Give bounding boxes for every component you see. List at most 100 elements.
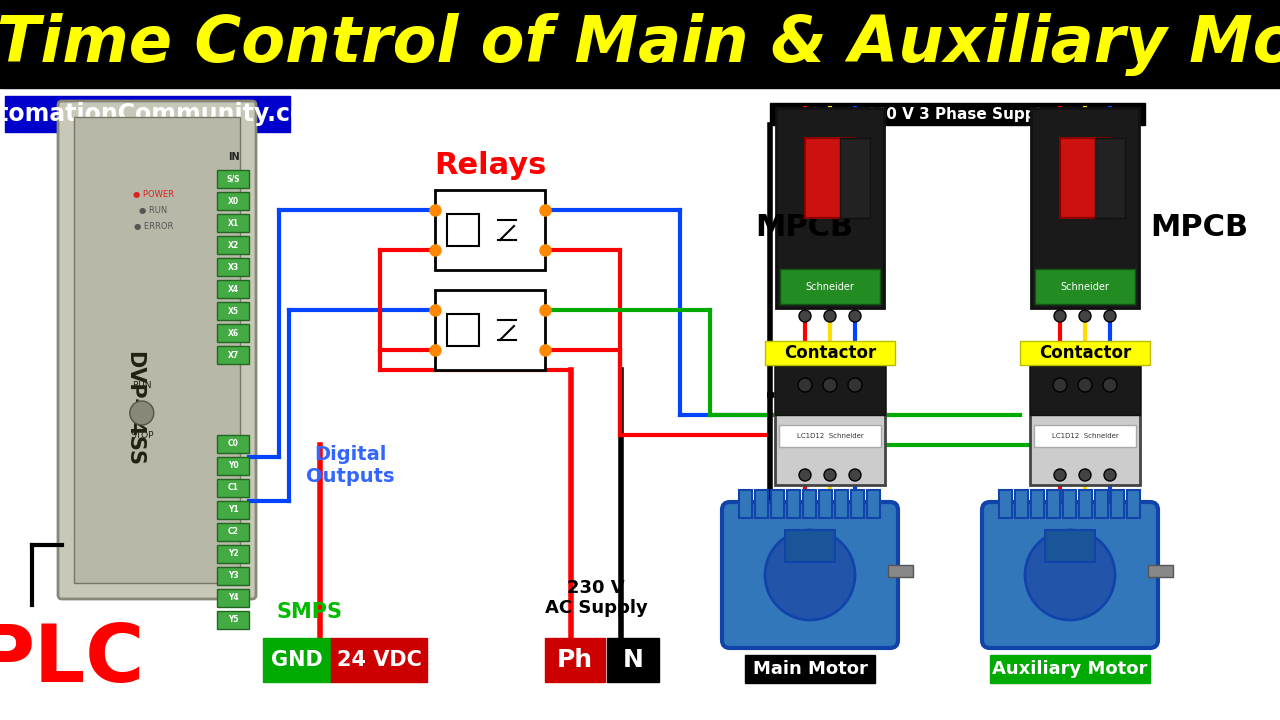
- Text: MPCB: MPCB: [1149, 214, 1248, 243]
- Bar: [1062, 490, 1076, 518]
- Bar: [1030, 365, 1140, 485]
- Text: Y1: Y1: [228, 505, 238, 515]
- Text: Y5: Y5: [228, 616, 238, 624]
- Circle shape: [1079, 469, 1091, 481]
- Bar: [218, 523, 250, 541]
- Bar: [218, 192, 250, 210]
- Bar: [218, 302, 250, 320]
- Text: N: N: [622, 648, 644, 672]
- Bar: [1034, 425, 1137, 447]
- Text: Contactor: Contactor: [783, 344, 876, 362]
- Bar: [0, 0, 1280, 88]
- Text: X1: X1: [228, 218, 238, 228]
- Bar: [218, 435, 250, 453]
- Circle shape: [1053, 310, 1066, 322]
- Bar: [888, 565, 913, 577]
- Bar: [771, 490, 783, 518]
- Text: 230 V
AC Supply: 230 V AC Supply: [544, 579, 648, 618]
- Bar: [745, 655, 876, 683]
- Bar: [803, 490, 817, 518]
- Circle shape: [849, 310, 861, 322]
- Text: C2: C2: [228, 528, 238, 536]
- Bar: [447, 314, 479, 346]
- Text: DVP-14SS: DVP-14SS: [124, 351, 145, 467]
- Text: Digital
Outputs: Digital Outputs: [306, 444, 394, 485]
- Text: X4: X4: [228, 284, 238, 294]
- Circle shape: [765, 530, 855, 620]
- Text: S/S: S/S: [227, 174, 239, 184]
- Circle shape: [797, 378, 812, 392]
- Bar: [332, 638, 428, 682]
- Text: Schneider: Schneider: [1061, 282, 1110, 292]
- Bar: [218, 567, 250, 585]
- Text: X2: X2: [228, 240, 238, 250]
- Text: Auxiliary Motor: Auxiliary Motor: [992, 660, 1148, 678]
- Bar: [774, 365, 884, 485]
- Bar: [5, 96, 291, 132]
- Text: PLC Time Control of Main & Auxiliary Motors: PLC Time Control of Main & Auxiliary Mot…: [0, 12, 1280, 76]
- Text: ● RUN: ● RUN: [140, 207, 168, 215]
- Bar: [1060, 138, 1110, 218]
- Bar: [739, 490, 753, 518]
- Bar: [819, 490, 832, 518]
- Bar: [218, 589, 250, 607]
- Bar: [218, 545, 250, 563]
- Text: RUN: RUN: [132, 380, 151, 390]
- Circle shape: [1103, 378, 1117, 392]
- Bar: [1094, 138, 1125, 218]
- Text: X3: X3: [228, 263, 238, 271]
- Text: LC1D12  Schneider: LC1D12 Schneider: [1052, 433, 1119, 439]
- Bar: [1020, 341, 1149, 365]
- Circle shape: [129, 401, 154, 425]
- Bar: [835, 490, 849, 518]
- Bar: [607, 638, 659, 682]
- Circle shape: [823, 378, 837, 392]
- Bar: [218, 346, 250, 364]
- Circle shape: [1079, 310, 1091, 322]
- Circle shape: [849, 378, 861, 392]
- Text: X7: X7: [228, 351, 238, 359]
- Text: Relays: Relays: [434, 151, 547, 181]
- Bar: [765, 341, 895, 365]
- Circle shape: [1053, 378, 1068, 392]
- Text: 24 VDC: 24 VDC: [337, 650, 421, 670]
- Circle shape: [1078, 378, 1092, 392]
- Text: GND: GND: [271, 650, 323, 670]
- Text: MPCB: MPCB: [755, 214, 854, 243]
- Text: Y2: Y2: [228, 549, 238, 559]
- Bar: [774, 365, 884, 415]
- Circle shape: [1053, 469, 1066, 481]
- Bar: [1126, 490, 1140, 518]
- Bar: [218, 501, 250, 519]
- Text: SMPS: SMPS: [276, 602, 343, 622]
- Bar: [1015, 490, 1028, 518]
- Bar: [1030, 108, 1139, 308]
- Text: Ph: Ph: [557, 648, 593, 672]
- Circle shape: [1103, 469, 1116, 481]
- Bar: [218, 611, 250, 629]
- Bar: [989, 655, 1149, 683]
- Bar: [780, 425, 881, 447]
- Bar: [1030, 365, 1140, 415]
- Bar: [1094, 490, 1108, 518]
- FancyBboxPatch shape: [722, 502, 899, 648]
- Bar: [1044, 530, 1094, 562]
- Text: IN: IN: [228, 152, 239, 162]
- Text: X6: X6: [228, 328, 238, 338]
- Bar: [0, 88, 1280, 720]
- Bar: [435, 290, 545, 370]
- Bar: [780, 269, 881, 304]
- FancyBboxPatch shape: [58, 101, 256, 599]
- Bar: [840, 138, 870, 218]
- Text: X5: X5: [228, 307, 238, 315]
- Bar: [851, 490, 864, 518]
- Text: ● POWER: ● POWER: [133, 191, 174, 199]
- Bar: [218, 258, 250, 276]
- Bar: [787, 490, 800, 518]
- Text: AutomationCommunity.com: AutomationCommunity.com: [0, 102, 332, 126]
- Bar: [1111, 490, 1124, 518]
- Bar: [262, 638, 332, 682]
- Text: C1: C1: [228, 484, 238, 492]
- Bar: [1047, 490, 1060, 518]
- Text: C0: C0: [228, 439, 238, 449]
